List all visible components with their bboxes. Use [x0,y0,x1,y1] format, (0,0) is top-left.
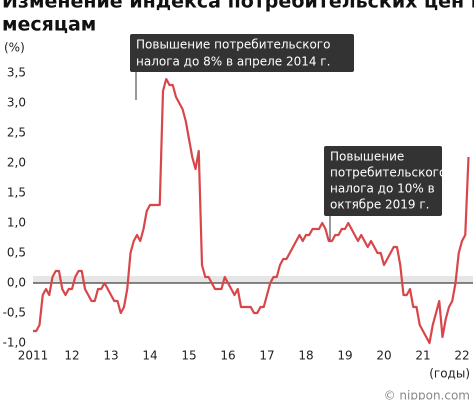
x-tick-label: 14 [142,349,157,363]
annotation-text: октябре 2019 г. [330,198,430,212]
y-tick-label: -1,0 [3,336,26,350]
y-tick-label: 3,5 [7,66,26,80]
x-tick-label: 17 [259,349,274,363]
source: © nippon.com [384,389,470,400]
annotations: Повышение потребительского налога до 8% … [130,34,446,240]
y-tick-label: 0,0 [7,276,26,290]
annotation-text: Повышение потребительского [136,38,330,52]
annotation-box [324,146,442,216]
y-tick-label: 1,5 [7,186,26,200]
annotation-text: налога до 8% в апреле 2014 г. [136,55,330,69]
y-tick-label: 2,5 [7,126,26,140]
x-tick-label: 18 [298,349,313,363]
chart-title: месяцам [2,14,96,36]
x-axis-label: (годы) [429,367,470,381]
zero-band [33,276,473,283]
y-axis-label: (%) [4,41,25,55]
x-tick-label: 15 [181,349,196,363]
chart-title: Изменение индекса потребительских цен по [2,0,474,13]
annotation-text: налога до 10% в [330,182,435,196]
x-tick-label: 21 [415,349,430,363]
y-tick-label: 0,5 [7,246,26,260]
y-tick-label: 2,0 [7,156,26,170]
x-tick-label: 20 [376,349,391,363]
x-tick-label: 2011 [18,349,49,363]
data-line [33,77,470,345]
y-tick-label: 1,0 [7,216,26,230]
x-tick-label: 13 [103,349,118,363]
annotation-text: Повышение [330,150,404,164]
x-tick-label: 22 [454,349,469,363]
x-tick-label: 19 [337,349,352,363]
x-tick-label: 12 [64,349,79,363]
x-tick-label: 16 [220,349,235,363]
y-tick-label: 3,0 [7,96,26,110]
annotation-text: потребительского [330,166,446,180]
y-tick-label: -0,5 [3,306,26,320]
annotation-box [130,34,354,72]
